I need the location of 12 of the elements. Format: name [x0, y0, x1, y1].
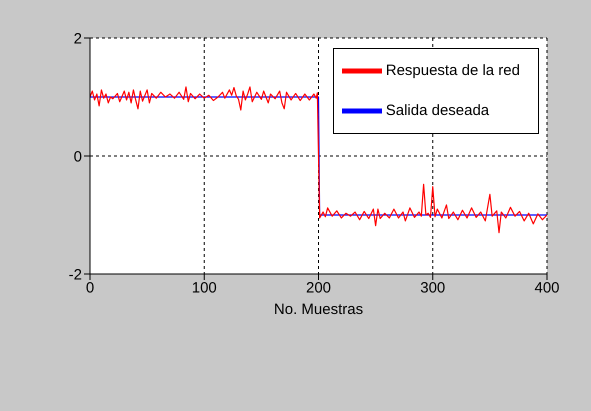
x-tick-label: 300 — [420, 280, 446, 297]
legend-label: Respuesta de la red — [386, 62, 520, 80]
y-tick-label: 2 — [74, 30, 82, 48]
x-tick-label: 200 — [306, 280, 332, 297]
x-tick-label: 100 — [192, 280, 217, 297]
x-tick-label: 0 — [86, 280, 94, 297]
legend-label: Salida deseada — [386, 102, 490, 120]
line-series — [90, 86, 547, 234]
x-tick-label: 400 — [534, 280, 560, 297]
y-tick-label: 0 — [74, 148, 82, 166]
x-axis-title: No. Muestras — [274, 301, 364, 318]
y-tick-label: -2 — [68, 266, 82, 284]
